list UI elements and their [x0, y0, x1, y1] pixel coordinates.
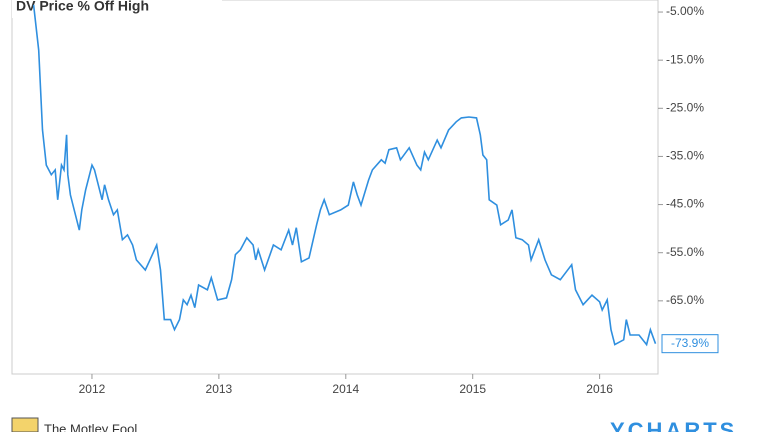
- chart-title: DV Price % Off High: [16, 0, 149, 14]
- brand-label: YCHARTS: [610, 418, 737, 432]
- source-label: The Motley Fool: [44, 421, 137, 432]
- x-tick-label: 2013: [206, 382, 233, 396]
- y-tick-label: -65.0%: [666, 293, 704, 307]
- title-box: [12, 0, 222, 18]
- y-tick-label: -5.00%: [666, 4, 704, 18]
- y-tick-label: -55.0%: [666, 245, 704, 259]
- x-tick-label: 2012: [79, 382, 106, 396]
- x-tick-label: 2016: [586, 382, 613, 396]
- last-value-label: -73.9%: [671, 336, 709, 350]
- last-value-box: [661, 334, 719, 354]
- y-tick-label: -45.0%: [666, 197, 704, 211]
- y-tick-label: -35.0%: [666, 149, 704, 163]
- plot-frame: [11, 0, 659, 375]
- x-tick-label: 2014: [332, 382, 359, 396]
- y-tick-label: -25.0%: [666, 100, 704, 114]
- x-tick-label: 2015: [459, 382, 486, 396]
- y-tick-label: -15.0%: [666, 52, 704, 66]
- line-series: [32, 4, 657, 347]
- footer-logo: [11, 417, 39, 432]
